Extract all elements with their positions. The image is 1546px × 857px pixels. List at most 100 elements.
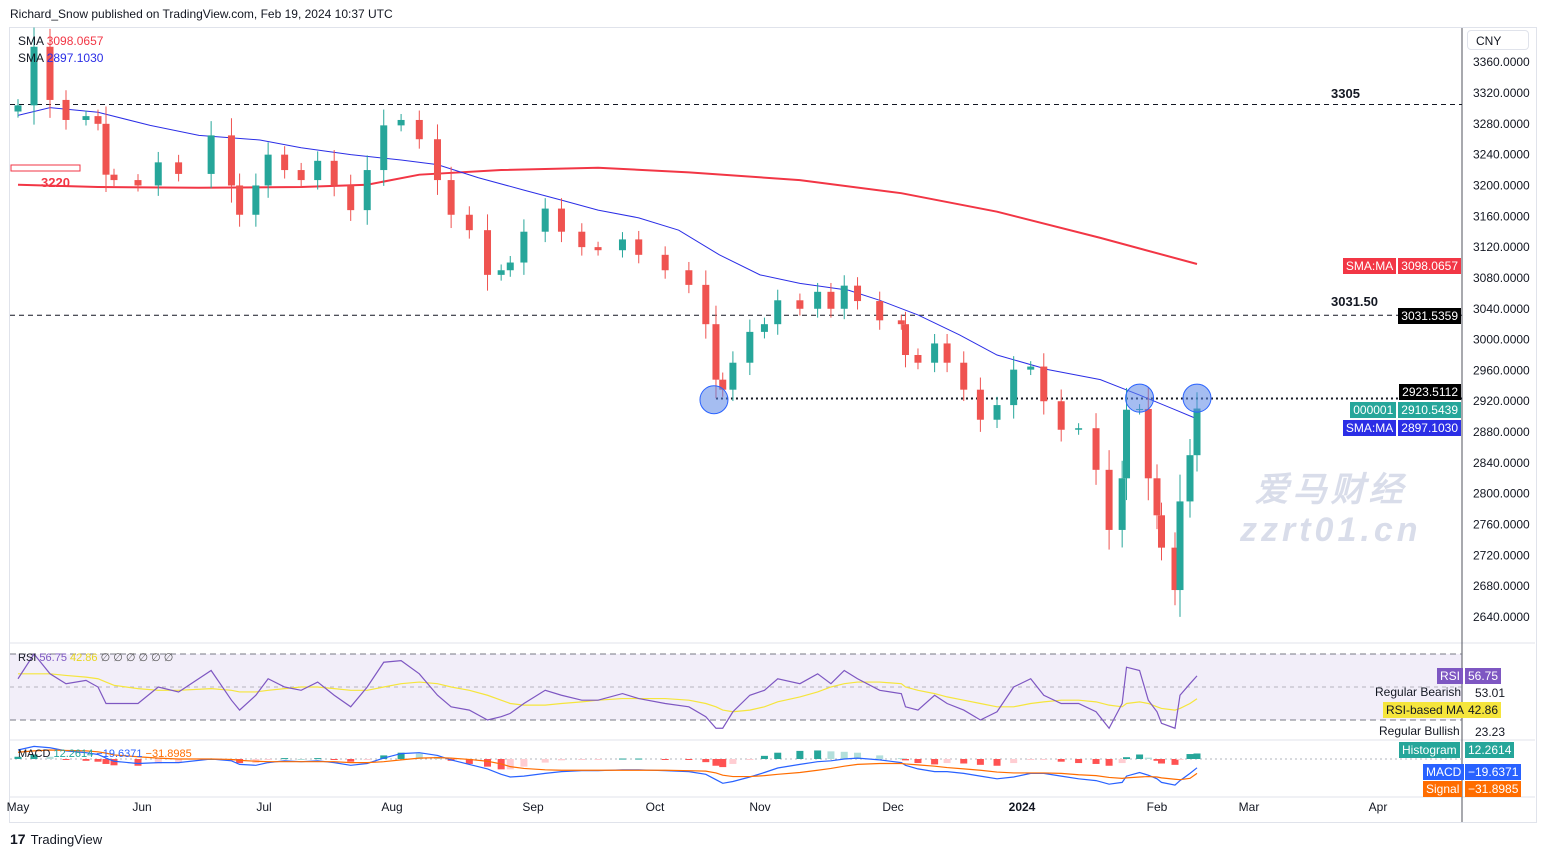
x-tick-label: Aug	[381, 800, 402, 814]
last-price-label: 2910.5439	[1398, 402, 1461, 418]
rsi-line	[17, 652, 1198, 730]
y-tick-label: 2640.0000	[1473, 610, 1530, 624]
sma50-line	[17, 107, 1198, 420]
candle-body	[14, 105, 22, 112]
macd-histogram-bar	[314, 758, 322, 760]
legend-rsi-ma: 42.86	[70, 652, 98, 664]
macd-histogram-bar	[760, 755, 768, 759]
level-label-3305: 3305	[1331, 86, 1360, 101]
candle-body	[314, 160, 322, 181]
tradingview-logo[interactable]: 17 TradingView	[10, 831, 102, 847]
level-box-3220	[10, 164, 81, 172]
candle-body	[227, 135, 235, 186]
macd-histogram-bar	[1105, 759, 1113, 766]
macd-histogram-bar	[1075, 759, 1083, 764]
symbol-price-tag: 000001 2910.5439	[1350, 402, 1461, 418]
macd-histogram-bar	[1176, 759, 1184, 760]
dotted-level-price-label: 2923.5112	[1399, 384, 1461, 400]
candle-body	[207, 135, 215, 174]
y-tick-label: 2920.0000	[1473, 394, 1530, 408]
watermark-line1: 爱马财经	[1254, 471, 1407, 509]
y-tick-label: 3360.0000	[1473, 55, 1530, 69]
rsi-tag: RSI	[1437, 668, 1464, 684]
candle-body	[1158, 515, 1165, 548]
legend-sma50[interactable]: SMA 2897.1030	[18, 51, 103, 65]
x-tick-label: Sep	[522, 800, 544, 814]
macd-histogram-bar	[993, 759, 1001, 766]
currency-selector[interactable]: CNY	[1467, 30, 1529, 50]
candle-body	[1010, 369, 1018, 406]
x-tick-label: Oct	[646, 800, 665, 814]
footer-brand: TradingView	[30, 831, 103, 847]
macd-histogram-bar	[943, 759, 951, 764]
symbol-tag: 000001	[1350, 402, 1397, 418]
candle-body	[1186, 455, 1194, 502]
macd-histogram-bar	[415, 753, 423, 759]
candle-body	[297, 170, 305, 181]
macd-histogram-bar	[380, 755, 388, 759]
x-tick-label: 2024	[1009, 800, 1036, 814]
candle-body	[102, 123, 110, 175]
candle-body	[252, 185, 260, 215]
macd-histogram-bar	[685, 759, 693, 760]
y-tick-label: 3320.0000	[1473, 86, 1530, 100]
macd-histogram-bar	[134, 759, 142, 766]
x-tick-label: Nov	[749, 800, 770, 814]
sma50-price-label: 2897.1030	[1398, 420, 1461, 436]
macd-histogram-bar	[702, 759, 710, 763]
candle-body	[796, 300, 804, 309]
legend-sma50-name: SMA	[18, 51, 44, 65]
x-tick-label: Jun	[132, 800, 151, 814]
candle-body	[943, 343, 951, 363]
candle-body	[901, 324, 909, 356]
x-tick-label: Jul	[256, 800, 271, 814]
candle-body	[1118, 478, 1126, 530]
macd-histogram-bar	[297, 759, 305, 760]
macd-histogram-bar	[264, 759, 272, 760]
candle-body	[1176, 501, 1184, 591]
macd-histogram-bar	[578, 759, 586, 760]
macd-histogram-bar	[854, 752, 862, 759]
rsi-ma-line	[18, 673, 1198, 713]
legend-rsi[interactable]: RSI 56.75 42.86 ∅ ∅ ∅ ∅ ∅ ∅	[18, 651, 173, 664]
macd-histogram-bar	[62, 759, 70, 760]
macd-histogram-bar	[1186, 754, 1194, 759]
candle-body	[760, 324, 768, 332]
legend-macd-hist: 12.2614	[53, 748, 94, 760]
sma200-price-label: 3098.0657	[1398, 258, 1461, 274]
rsi-ma-tag: RSI-based MA	[1383, 702, 1468, 718]
macd-value-label: −19.6371	[1465, 764, 1522, 780]
candle-body	[557, 208, 565, 232]
y-tick-label: 3120.0000	[1473, 240, 1530, 254]
macd-histogram-bar	[719, 759, 727, 768]
candle-body	[1027, 366, 1035, 370]
candle-body	[578, 231, 586, 248]
macd-histogram-bar	[281, 758, 289, 760]
regular-bullish-value: 23.23	[1475, 725, 1506, 739]
macd-histogram-bar	[94, 759, 102, 762]
macd-histogram-bar	[774, 752, 782, 759]
candle-body	[94, 116, 102, 124]
candle-body	[746, 331, 754, 363]
highlight-circle	[1182, 383, 1212, 413]
legend-sma200[interactable]: SMA 3098.0657	[18, 34, 103, 48]
chart-frame	[9, 27, 1537, 823]
y-tick-label: 2760.0000	[1473, 518, 1530, 532]
candle-body	[1040, 366, 1048, 402]
level-price-label: 3031.5359	[1398, 308, 1461, 324]
tradingview-logo-icon: 17	[10, 831, 26, 847]
level-label-3031: 3031.50	[1331, 294, 1378, 309]
candle-body	[854, 285, 862, 302]
y-tick-label: 3040.0000	[1473, 302, 1530, 316]
candle-body	[618, 239, 626, 251]
candle-body	[484, 230, 492, 275]
sma200-line	[17, 166, 1198, 265]
sma50-tag: SMA:MA	[1342, 420, 1397, 436]
candle-body	[1092, 428, 1100, 470]
candle-body	[827, 291, 835, 309]
signal-tag: Signal	[1423, 781, 1463, 797]
macd-histogram-bar	[1158, 759, 1165, 764]
legend-macd[interactable]: MACD 12.2614 −19.6371 −31.8985	[18, 748, 192, 760]
macd-histogram-bar	[814, 750, 822, 759]
